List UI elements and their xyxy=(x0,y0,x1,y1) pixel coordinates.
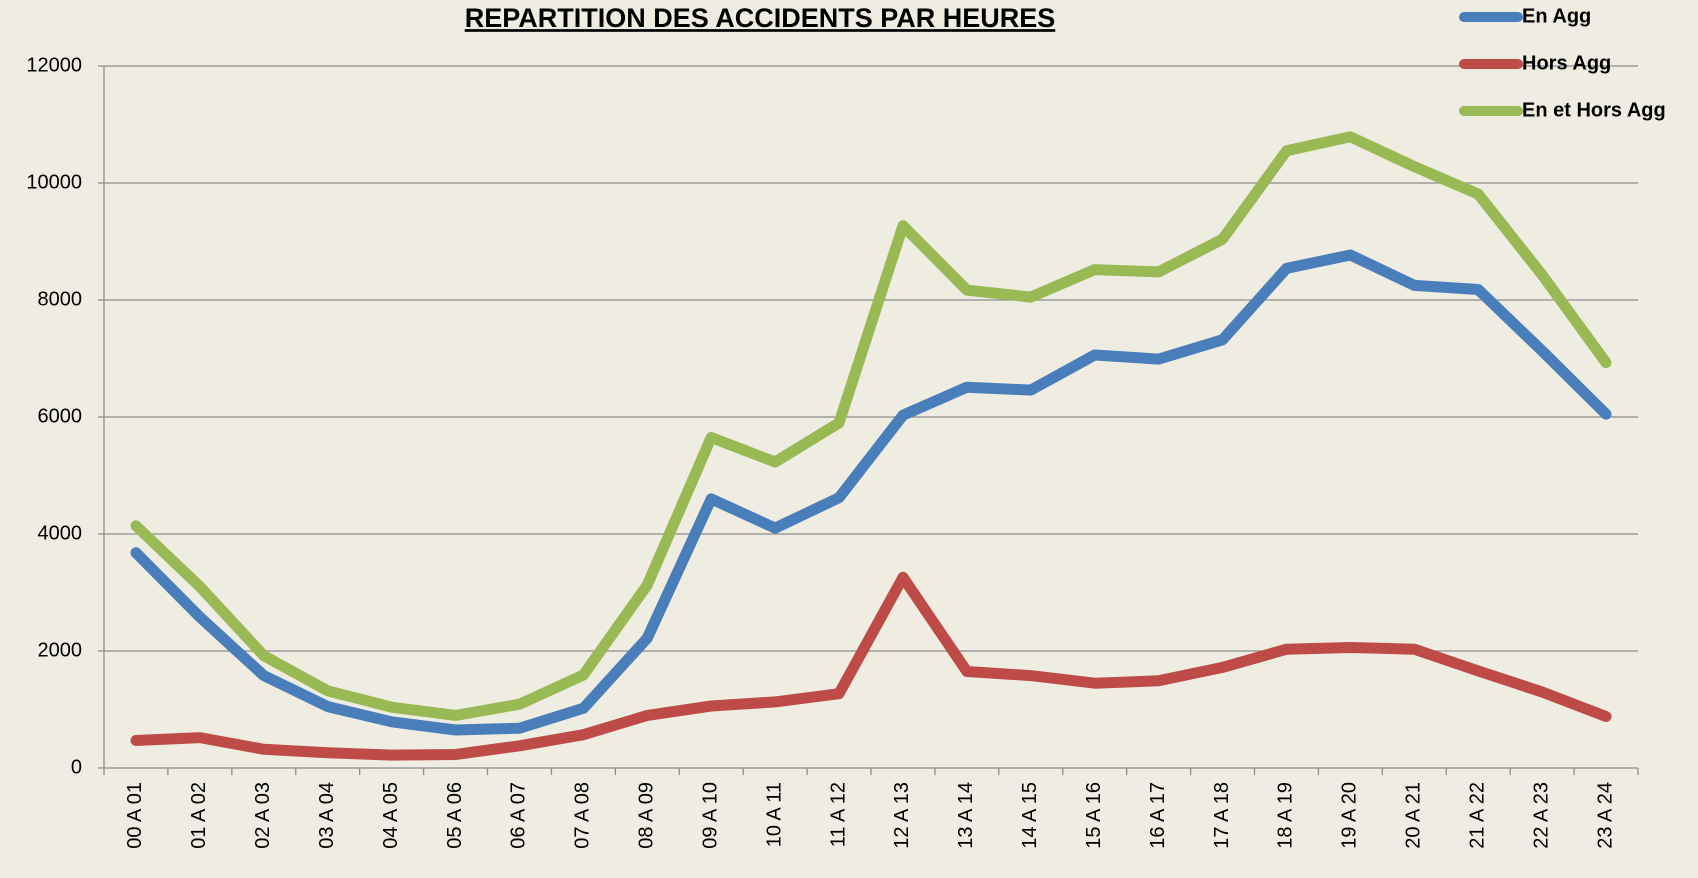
y-tick-label: 8000 xyxy=(38,288,83,310)
legend-label: En et Hors Agg xyxy=(1522,99,1666,121)
x-tick-label: 04 A 05 xyxy=(380,782,402,849)
series-line xyxy=(130,249,1612,736)
y-tick-label: 2000 xyxy=(38,639,83,661)
x-tick-label: 12 A 13 xyxy=(891,782,913,849)
series-line xyxy=(130,571,1612,761)
x-tick-label: 23 A 24 xyxy=(1594,782,1616,849)
x-tick-label: 00 A 01 xyxy=(124,782,146,849)
x-tick-label: 11 A 12 xyxy=(827,782,849,847)
x-tick-label: 09 A 10 xyxy=(699,782,721,849)
x-tick-label: 07 A 08 xyxy=(572,782,594,849)
legend-label: En Agg xyxy=(1522,5,1591,27)
y-tick-label: 6000 xyxy=(38,405,83,427)
x-tick-label: 05 A 06 xyxy=(444,782,466,849)
x-tick-label: 14 A 15 xyxy=(1019,782,1041,849)
x-tick-label: 18 A 19 xyxy=(1275,782,1297,849)
x-tick-label: 03 A 04 xyxy=(316,782,338,849)
y-tick-label: 4000 xyxy=(38,522,83,544)
legend-label: Hors Agg xyxy=(1522,52,1611,74)
x-tick-label: 19 A 20 xyxy=(1339,782,1361,849)
x-tick-label: 21 A 22 xyxy=(1466,782,1488,849)
y-tick-label: 10000 xyxy=(26,171,82,193)
x-tick-label: 20 A 21 xyxy=(1403,782,1425,849)
y-tick-label: 12000 xyxy=(26,54,82,76)
x-tick-label: 16 A 17 xyxy=(1147,782,1169,849)
x-tick-label: 06 A 07 xyxy=(508,782,530,849)
chart-title: REPARTITION DES ACCIDENTS PAR HEURES xyxy=(465,3,1056,33)
y-tick-label: 0 xyxy=(71,756,82,778)
x-tick-label: 01 A 02 xyxy=(188,782,210,849)
x-tick-label: 08 A 09 xyxy=(636,782,658,849)
series-line xyxy=(130,131,1612,721)
x-tick-label: 02 A 03 xyxy=(252,782,274,849)
x-tick-label: 15 A 16 xyxy=(1083,782,1105,849)
x-tick-label: 22 A 23 xyxy=(1530,782,1552,849)
x-tick-label: 10 A 11 xyxy=(763,782,785,847)
x-tick-label: 13 A 14 xyxy=(955,782,977,849)
x-tick-label: 17 A 18 xyxy=(1211,782,1233,849)
